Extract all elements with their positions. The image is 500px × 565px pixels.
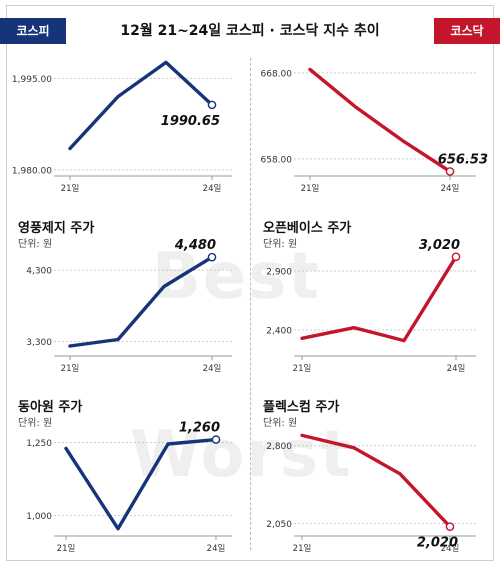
chart-5-y-tick-label: 1,000 — [26, 512, 52, 522]
chart-4-y-tick-label: 2,400 — [266, 327, 292, 337]
kospi-tab-label: 코스피 — [16, 24, 50, 38]
chart-6-end-marker — [445, 522, 455, 531]
panel-4-unit: 단위: 원 — [263, 239, 298, 250]
chart-2-y-tick-label: 668.00 — [261, 69, 293, 79]
chart-6-y-tick-label: 2,050 — [266, 520, 292, 530]
chart-6-x-tick-label: 24일 — [441, 544, 460, 554]
chart-3-y-tick-label: 3,300 — [26, 338, 52, 348]
chart-3-end-value-label: 4,480 — [174, 238, 216, 253]
chart-5-series-line — [64, 437, 218, 531]
chart-1-x-tick-label: 24일 — [203, 184, 222, 194]
chart-2-x-tick-label: 21일 — [301, 184, 320, 194]
kosdaq-tab-label: 코스닥 — [450, 24, 484, 38]
panel-6-title: 플렉스컴 주가 — [263, 400, 340, 415]
chart-6-series-line — [300, 433, 452, 529]
chart-4-x-tick-label: 24일 — [447, 364, 466, 374]
chart-5-x-tick-label: 21일 — [57, 544, 76, 554]
panel-5-title: 동아원 주가 — [18, 400, 83, 415]
chart-2-end-marker — [445, 167, 455, 176]
chart-5-end-value-label: 1,260 — [179, 421, 220, 436]
panel-6-unit: 단위: 원 — [263, 418, 298, 429]
chart-4-x-tick-label: 21일 — [293, 364, 312, 374]
chart-3-y-tick-label: 4,300 — [26, 267, 52, 277]
chart-1-series-line — [68, 60, 214, 151]
chart-5-y-tick-label: 1,250 — [26, 439, 52, 449]
chart-1-y-tick-label: 1,995.00 — [12, 75, 52, 85]
chart-5-x-tick-label: 24일 — [207, 544, 226, 554]
chart-3-series-line — [68, 255, 214, 348]
figure-frame — [6, 5, 494, 561]
kosdaq-tab: 코스닥 — [434, 18, 500, 44]
chart-6-end-value-label: 2,020 — [417, 536, 458, 551]
header-bar: 코스피 12월 21~24일 코스피 · 코스닥 지수 추이 코스닥 — [0, 18, 500, 44]
chart-3-x-tick-label: 21일 — [61, 364, 80, 374]
chart-4-series-line — [300, 255, 458, 343]
chart-2-series-line — [308, 67, 452, 174]
chart-6-y-tick-label: 2,800 — [266, 442, 292, 452]
chart-1-end-marker — [207, 100, 217, 110]
chart-1-y-tick-label: 1,980.00 — [12, 166, 52, 176]
chart-3-x-tick-label: 24일 — [203, 364, 222, 374]
chart-4-end-value-label: 3,020 — [419, 238, 460, 253]
chart-1-end-value-label: 1990.65 — [161, 114, 220, 129]
chart-5-end-marker — [211, 435, 221, 444]
panel-4-title: 오픈베이스 주가 — [263, 221, 352, 236]
chart-6-x-tick-label: 21일 — [293, 544, 312, 554]
chart-4-y-tick-label: 2,900 — [266, 267, 292, 277]
chart-4-end-marker — [451, 252, 461, 262]
chart-title: 12월 21~24일 코스피 · 코스닥 지수 추이 — [66, 18, 434, 44]
chart-3-end-marker — [207, 252, 217, 262]
panel-3-unit: 단위: 원 — [18, 239, 53, 250]
chart-2-end-value-label: 656.53 — [438, 152, 488, 167]
chart-1-x-tick-label: 21일 — [61, 184, 80, 194]
panel-3-title: 영풍제지 주가 — [18, 221, 95, 236]
kospi-tab: 코스피 — [0, 18, 66, 44]
panel-5-unit: 단위: 원 — [18, 418, 53, 429]
chart-2-x-tick-label: 24일 — [441, 184, 460, 194]
column-divider — [250, 58, 251, 550]
chart-2-y-tick-label: 658.00 — [261, 155, 293, 165]
